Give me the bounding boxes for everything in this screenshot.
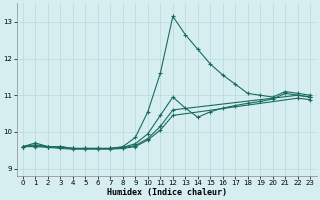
X-axis label: Humidex (Indice chaleur): Humidex (Indice chaleur) [107, 188, 227, 197]
